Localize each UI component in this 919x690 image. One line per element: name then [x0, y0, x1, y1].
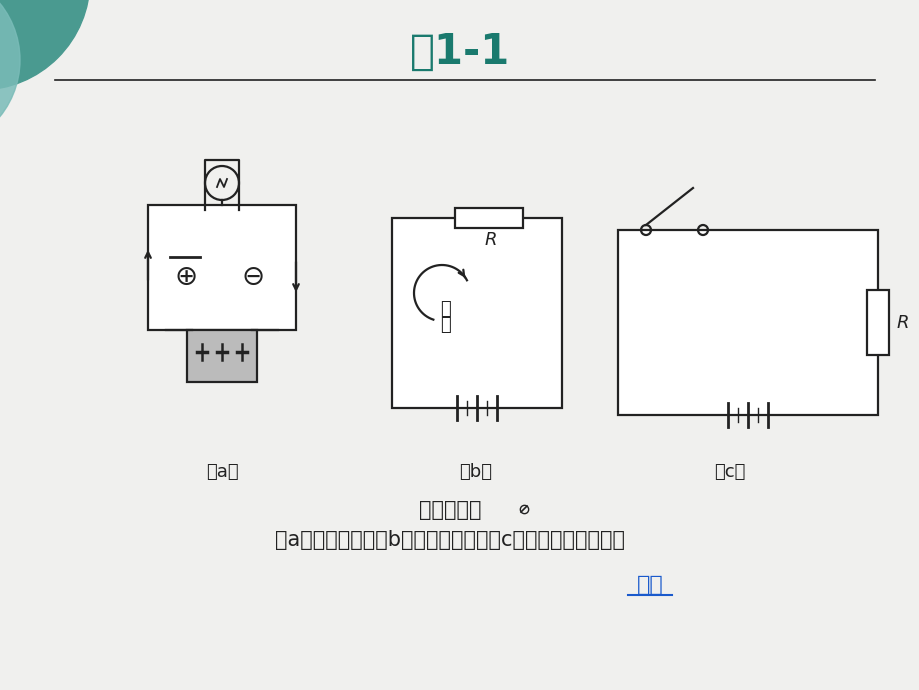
Text: R: R: [484, 231, 496, 249]
Circle shape: [0, 0, 20, 150]
Text: （c）: （c）: [713, 463, 745, 481]
Text: （a）实际电路；（b）电路的图示；（c）电路处在开路状态: （a）实际电路；（b）电路的图示；（c）电路处在开路状态: [275, 530, 624, 550]
Text: 图1-1: 图1-1: [410, 31, 509, 73]
Text: （b）: （b）: [459, 463, 492, 481]
Text: 电路的概念: 电路的概念: [418, 500, 481, 520]
Text: 电: 电: [440, 300, 451, 318]
Bar: [866, 290, 888, 355]
Bar: [148, 205, 296, 330]
Text: ⊖: ⊖: [241, 263, 265, 291]
Bar: [391, 218, 562, 408]
Text: 返回: 返回: [636, 575, 663, 595]
Text: （a）: （a）: [206, 463, 238, 481]
Bar: [618, 230, 877, 415]
Text: ⊕: ⊕: [175, 263, 198, 291]
Bar: [187, 330, 256, 382]
Text: 流: 流: [440, 316, 451, 334]
Bar: [455, 208, 522, 228]
Circle shape: [0, 0, 90, 90]
Text: R: R: [896, 313, 908, 331]
